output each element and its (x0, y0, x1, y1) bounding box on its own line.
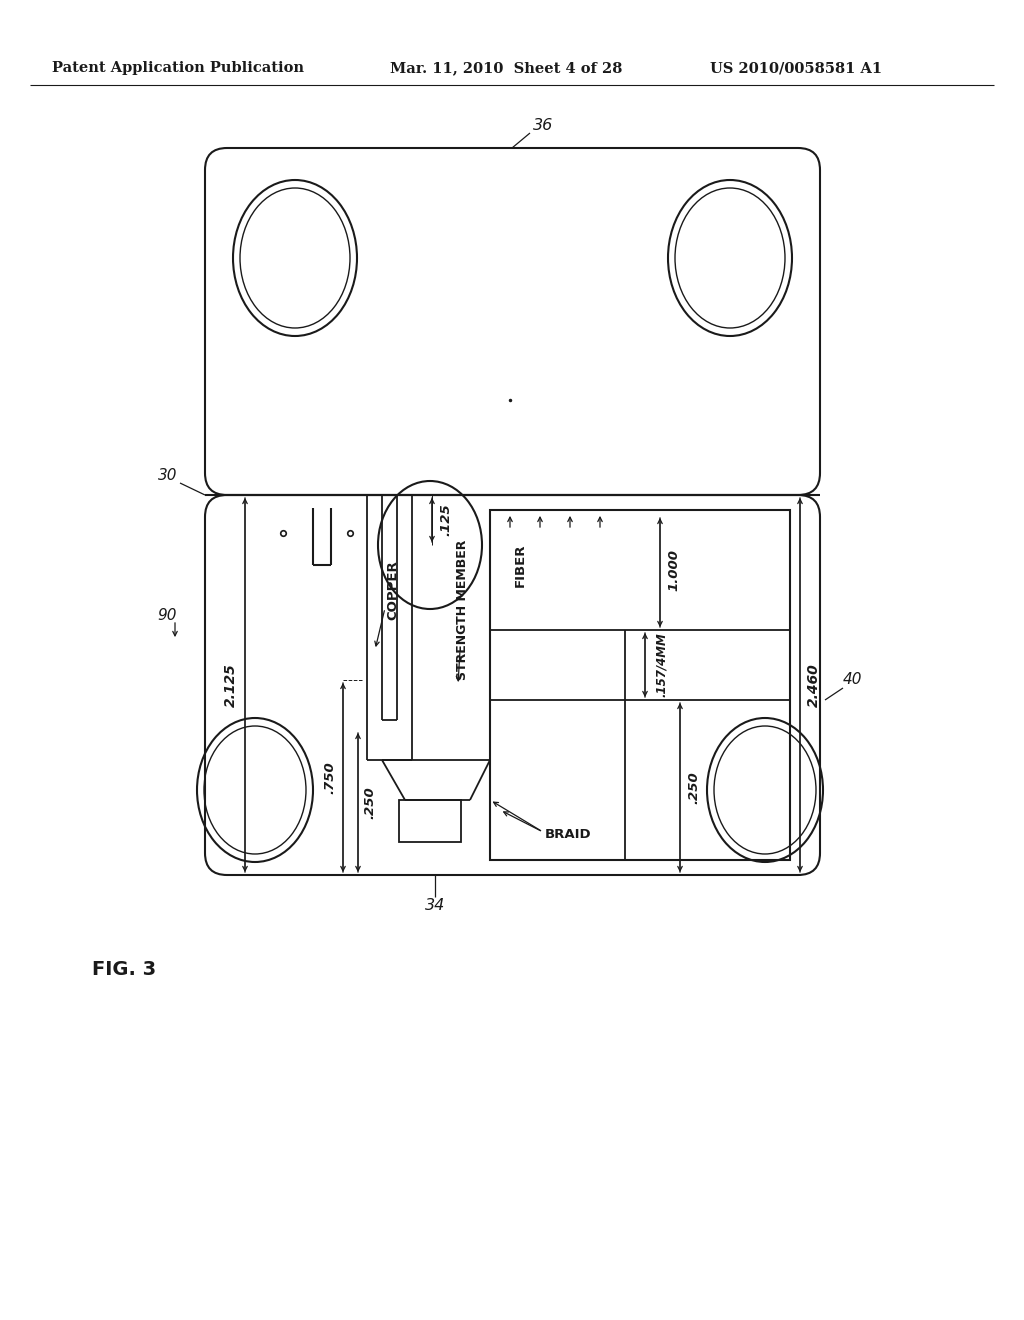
Text: Patent Application Publication: Patent Application Publication (52, 61, 304, 75)
Bar (490, 510, 790, 861)
Text: 36: 36 (532, 117, 553, 132)
Text: 90: 90 (158, 609, 177, 623)
Text: STRENGTH MEMBER: STRENGTH MEMBER (456, 540, 469, 680)
Bar (399, 800, 461, 842)
Text: .750: .750 (324, 762, 337, 793)
Text: COPPER: COPPER (386, 560, 399, 620)
Text: 2.460: 2.460 (807, 663, 821, 708)
Text: 30: 30 (159, 467, 178, 483)
Text: US 2010/0058581 A1: US 2010/0058581 A1 (710, 61, 882, 75)
Text: 40: 40 (843, 672, 862, 688)
Text: FIBER: FIBER (513, 544, 526, 587)
Text: FIG. 3: FIG. 3 (92, 960, 156, 979)
Text: 2.125: 2.125 (224, 663, 238, 708)
Text: .250: .250 (364, 787, 377, 818)
Text: .157/4MM: .157/4MM (654, 632, 668, 697)
Text: .250: .250 (687, 771, 700, 804)
Text: BRAID: BRAID (545, 829, 592, 842)
Text: Mar. 11, 2010  Sheet 4 of 28: Mar. 11, 2010 Sheet 4 of 28 (390, 61, 623, 75)
Text: .125: .125 (439, 504, 453, 536)
Text: 34: 34 (425, 898, 445, 912)
Text: 1.000: 1.000 (668, 549, 681, 591)
